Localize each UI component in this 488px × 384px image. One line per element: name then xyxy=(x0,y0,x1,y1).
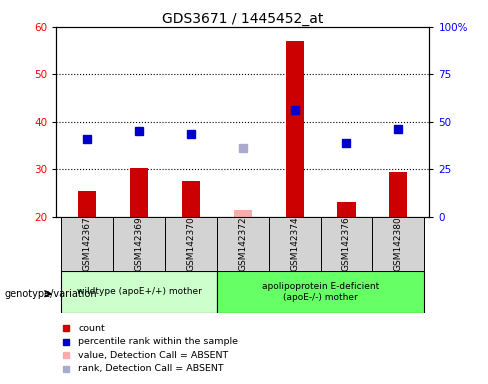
Bar xyxy=(182,181,200,217)
Text: apolipoprotein E-deficient
(apoE-/-) mother: apolipoprotein E-deficient (apoE-/-) mot… xyxy=(262,282,379,301)
Text: GSM142374: GSM142374 xyxy=(290,217,299,271)
Bar xyxy=(285,41,304,217)
Text: GSM142367: GSM142367 xyxy=(83,217,92,271)
Bar xyxy=(61,217,113,271)
Bar xyxy=(321,217,372,271)
Bar xyxy=(389,172,407,217)
Bar xyxy=(337,202,356,217)
Text: percentile rank within the sample: percentile rank within the sample xyxy=(78,337,238,346)
Bar xyxy=(130,169,148,217)
Bar xyxy=(165,217,217,271)
Text: value, Detection Call = ABSENT: value, Detection Call = ABSENT xyxy=(78,351,228,360)
Text: count: count xyxy=(78,324,105,333)
Title: GDS3671 / 1445452_at: GDS3671 / 1445452_at xyxy=(162,12,324,26)
Bar xyxy=(113,217,165,271)
Bar xyxy=(372,217,424,271)
Bar xyxy=(78,191,96,217)
Text: wildtype (apoE+/+) mother: wildtype (apoE+/+) mother xyxy=(77,287,202,296)
Bar xyxy=(217,217,269,271)
Text: GSM142376: GSM142376 xyxy=(342,217,351,271)
Text: GSM142380: GSM142380 xyxy=(394,217,403,271)
Text: rank, Detection Call = ABSENT: rank, Detection Call = ABSENT xyxy=(78,364,224,373)
Text: GSM142372: GSM142372 xyxy=(238,217,247,271)
Bar xyxy=(269,217,321,271)
Text: GSM142369: GSM142369 xyxy=(135,217,143,271)
Text: genotype/variation: genotype/variation xyxy=(5,289,98,299)
Bar xyxy=(217,271,424,313)
Bar xyxy=(234,210,252,217)
Bar xyxy=(61,271,217,313)
Text: GSM142370: GSM142370 xyxy=(186,217,195,271)
